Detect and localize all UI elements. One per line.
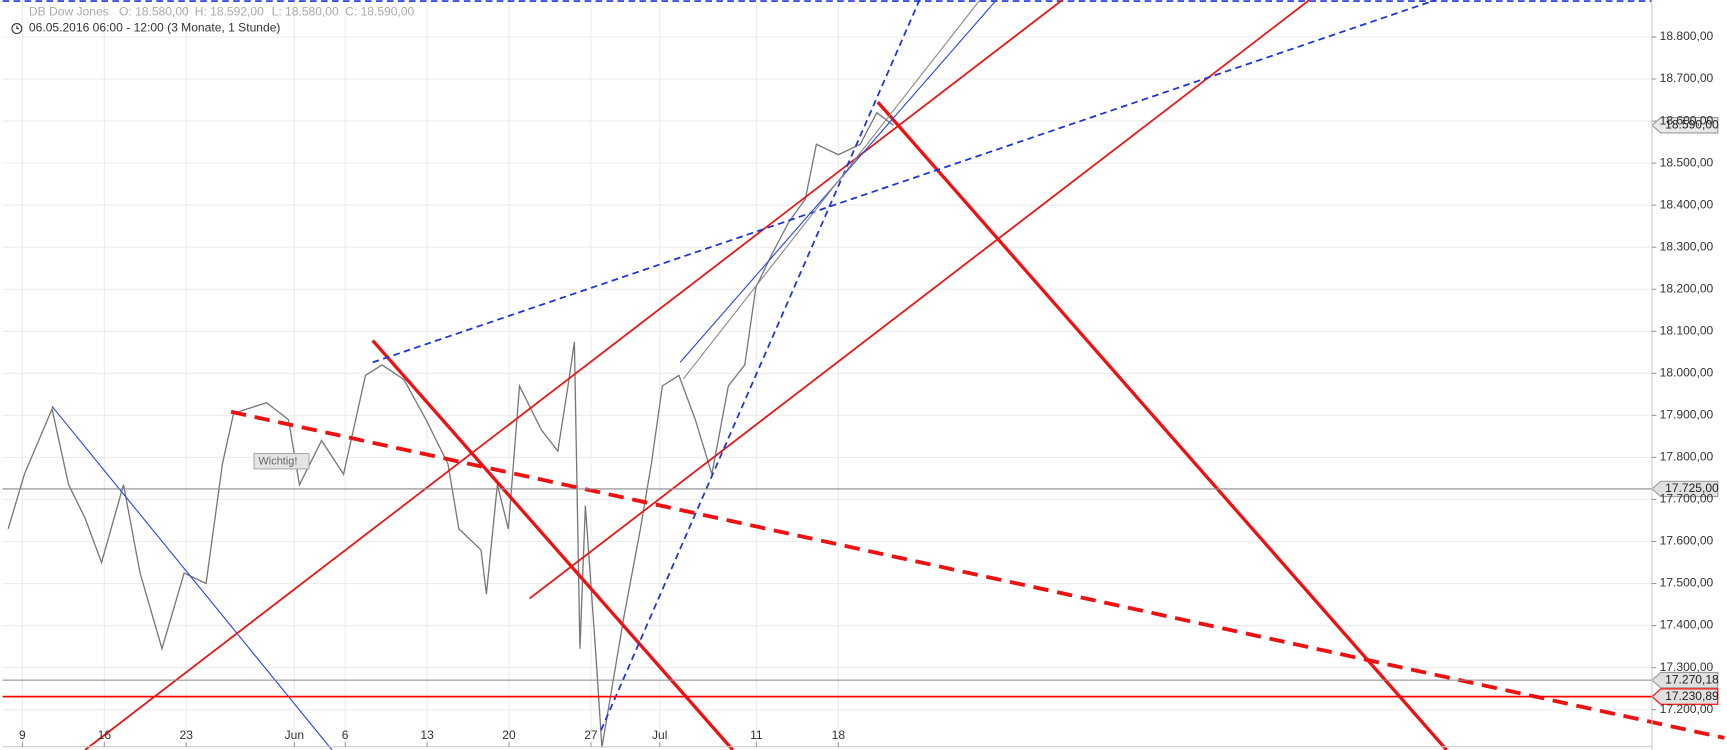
annotation-text: Wichtig! [258,456,297,468]
instrument: DB Dow Jones [29,4,109,18]
x-tick-label: 13 [420,728,434,742]
x-tick-label: 18 [832,728,846,742]
trend-line [372,0,1436,364]
trend-line [51,405,333,750]
period: 06.05.2016 06:00 - 12:00 (3 Monate, 1 St… [29,21,281,35]
clock-icon [11,23,23,35]
close: C: 18.590,00 [345,4,414,18]
level-box [1651,688,1719,705]
trend-line [230,409,1725,740]
annotation: Wichtig! [253,452,310,470]
x-tick-label: 11 [750,728,763,742]
x-tick-label: 6 [342,728,349,742]
y-tick-label: 18.300,00 [1660,239,1714,253]
y-tick-label: 17.700,00 [1660,492,1714,506]
y-tick-label: 18.100,00 [1660,323,1714,337]
x-tick-label: 20 [502,728,516,742]
price-line [7,111,894,748]
open: O: 18.580,00 [119,4,189,18]
x-tick-label: 27 [584,728,598,742]
clock-hand [16,25,20,30]
y-tick-label: 17.800,00 [1660,450,1714,464]
y-tick-label: 17.400,00 [1660,618,1714,632]
level-label: 17.270,18 [1665,672,1719,686]
x-tick-label: 9 [19,728,26,742]
trend-line [600,0,921,731]
y-tick-label: 18.500,00 [1660,155,1714,169]
y-tick-label: 18.000,00 [1660,366,1714,380]
level-box [1651,480,1719,498]
levels: 18.590,00 17.725,00 17.270,18 17.230,89 [2,117,1719,705]
y-tick-label: 17.200,00 [1660,702,1714,716]
y-tick-label: 18.200,00 [1660,281,1714,295]
x-tick-label: 23 [180,728,194,742]
low: L: 18.580,00 [272,4,339,18]
y-tick-label: 17.900,00 [1660,408,1714,422]
y-tick-label: 18.800,00 [1660,29,1714,43]
y-tick-label: 17.300,00 [1660,660,1714,674]
trend-line [876,101,1448,750]
x-tick-label: Jun [285,728,304,742]
x-tick-label: 16 [98,728,112,742]
y-tick-label: 17.500,00 [1660,576,1714,590]
header: DB Dow Jones O: 18.580,00 H: 18.592,00 L… [11,4,415,35]
grid [2,0,1652,747]
y-tick-label: 18.600,00 [1660,113,1714,127]
trend-line [529,0,1310,600]
y-tick-label: 18.400,00 [1660,197,1714,211]
y-tick-label: 17.600,00 [1660,534,1714,548]
level-box [1651,671,1719,689]
trend-line [682,0,981,380]
level-label: 17.230,89 [1665,689,1719,703]
high: H: 18.592,00 [195,4,264,18]
level-label: 17.725,00 [1665,481,1719,495]
x-tick-label: Jul [652,728,667,742]
price-series [7,111,894,748]
level-label: 18.590,00 [1665,117,1719,131]
level-box [1651,117,1719,134]
trend-line [371,339,735,750]
y-tick-label: 18.700,00 [1660,71,1714,85]
ticks: 17.200,00 17.300,00 17.400,00 17.500,00 17.6… [19,29,1714,747]
annotation-box [253,452,310,470]
